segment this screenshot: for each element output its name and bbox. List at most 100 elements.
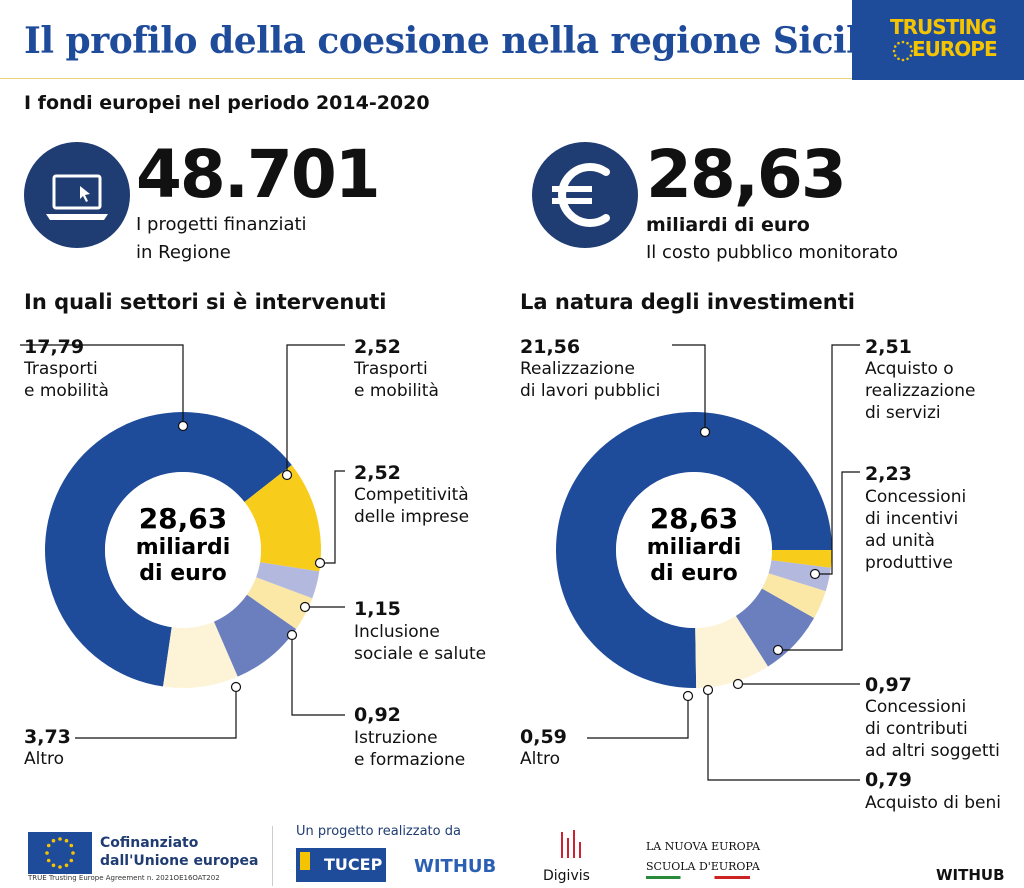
chart1-slice-0 bbox=[45, 412, 292, 687]
chart1-slice-5 bbox=[244, 465, 321, 572]
chart2-slice-3 bbox=[761, 573, 826, 619]
chart2-3-dot bbox=[732, 678, 744, 690]
chart1-label-2: Competitività delle imprese bbox=[354, 485, 470, 527]
chart2-5-leader bbox=[587, 696, 689, 739]
chart2-2-leader bbox=[778, 471, 860, 651]
chart2-0-dot bbox=[699, 426, 711, 438]
euro-icon bbox=[552, 163, 610, 227]
cost-value: 28,63 bbox=[646, 136, 847, 213]
chart2-value-4: 0,79 bbox=[865, 769, 912, 791]
chart1-1-leader bbox=[286, 344, 345, 475]
chart1-5-dot bbox=[230, 681, 242, 693]
chart1-value-3: 1,15 bbox=[354, 598, 401, 620]
chart2-label-5: Altro bbox=[520, 749, 561, 769]
scuola-europa-logo: SCUOLA D'EUROPA bbox=[646, 860, 760, 873]
chart2-value-2: 2,23 bbox=[865, 463, 912, 485]
chart2-value-5: 0,59 bbox=[520, 726, 567, 748]
agreement-text: TRUE Trusting Europe Agreement n. 2021OE… bbox=[28, 874, 220, 882]
chart1-3-dot bbox=[299, 601, 311, 613]
euro-icon-circle bbox=[532, 142, 638, 248]
projects-label-1: I progetti finanziati bbox=[136, 214, 307, 235]
chart1-slice-2 bbox=[213, 594, 297, 677]
chart2-center-label-2: di euro bbox=[650, 561, 738, 586]
brand-line-1: TRUSTING bbox=[890, 15, 997, 39]
subtitle: I fondi europei nel periodo 2014-2020 bbox=[24, 92, 430, 114]
chart2-value-3: 0,97 bbox=[865, 674, 912, 696]
chart1-center-label-2: di euro bbox=[139, 561, 227, 586]
chart1-0-dot bbox=[177, 420, 189, 432]
chart2-label-0: Realizzazione di lavori pubblici bbox=[520, 359, 661, 401]
chart2-label-3: Concessioni di contributi ad altri sogge… bbox=[865, 697, 1000, 761]
title-divider bbox=[0, 78, 852, 79]
laptop-icon-circle bbox=[24, 142, 130, 248]
chart2-center-label-1: miliardi bbox=[647, 535, 742, 560]
withub-logo: WITHUB bbox=[414, 856, 497, 877]
chart1-4-dot bbox=[286, 629, 298, 641]
chart1-center-label-0: 28,63 bbox=[139, 502, 228, 535]
chart1-value-5: 3,73 bbox=[24, 726, 71, 748]
chart1-label-0: Trasporti e mobilità bbox=[24, 359, 109, 401]
chart2-slice-0 bbox=[556, 412, 832, 688]
chart1-1-dot bbox=[281, 469, 293, 481]
tucep-mark-icon bbox=[300, 852, 318, 870]
chart2-1-leader bbox=[815, 344, 860, 575]
chart2-slice-2 bbox=[735, 588, 815, 667]
chart1-value-4: 0,92 bbox=[354, 704, 401, 726]
chart1-4-leader bbox=[291, 635, 345, 716]
chart1-slice-4 bbox=[256, 562, 320, 599]
eu-stars-icon bbox=[892, 40, 914, 62]
brand-line-2: EUROPE bbox=[912, 37, 998, 61]
chart2-5-dot bbox=[682, 690, 694, 702]
laptop-icon bbox=[46, 174, 108, 220]
chart2-title: La natura degli investimenti bbox=[520, 290, 855, 314]
brand-logo-text: TRUSTING EUROPE bbox=[890, 15, 998, 61]
digivis-mark-icon bbox=[561, 830, 581, 858]
chart1-value-2: 2,52 bbox=[354, 462, 401, 484]
chart1-slice-3 bbox=[246, 577, 313, 630]
chart2-slice-5 bbox=[771, 550, 832, 568]
chart1-5-leader bbox=[75, 687, 237, 739]
cost-label: Il costo pubblico monitorato bbox=[646, 242, 898, 263]
tucep-logo: TUCEP bbox=[296, 848, 386, 882]
chart2-label-2: Concessioni di incentivi ad unità produt… bbox=[865, 487, 967, 573]
cost-unit: miliardi di euro bbox=[646, 214, 810, 236]
chart1-title: In quali settori si è intervenuti bbox=[24, 290, 387, 314]
chart1-label-4: Istruzione e formazione bbox=[354, 728, 466, 770]
chart1-hole bbox=[105, 472, 261, 628]
chart2-0-leader bbox=[672, 344, 706, 432]
project-by-text: Un progetto realizzato da bbox=[296, 824, 461, 839]
chart1-slice-1 bbox=[163, 621, 238, 688]
chart1-label-5: Altro bbox=[24, 749, 65, 769]
chart1-0-leader bbox=[20, 344, 184, 426]
chart2-slice-1 bbox=[695, 615, 769, 688]
brand-logo: TRUSTING EUROPE bbox=[852, 0, 1024, 80]
chart2-4-leader bbox=[707, 690, 860, 781]
projects-label-2: in Regione bbox=[136, 242, 231, 263]
italian-flag-stripe bbox=[646, 876, 750, 879]
chart1-2-leader bbox=[320, 470, 345, 564]
digivis-logo: Digivis bbox=[543, 868, 590, 884]
chart2-2-dot bbox=[772, 644, 784, 656]
chart2-1-dot bbox=[809, 568, 821, 580]
chart2-hole bbox=[616, 472, 772, 628]
withub-footer-logo: WITHUB bbox=[936, 866, 1005, 884]
cofinanced-text: Cofinanziato dall'Unione europea bbox=[100, 835, 259, 869]
chart2-label-4: Acquisto di beni bbox=[865, 793, 1001, 813]
chart2-label-1: Acquisto o realizzazione di servizi bbox=[865, 359, 976, 423]
chart2-center-label-0: 28,63 bbox=[650, 502, 739, 535]
footer-divider bbox=[272, 826, 273, 886]
chart2-4-dot bbox=[702, 684, 714, 696]
chart1-2-dot bbox=[314, 557, 326, 569]
chart1-value-1: 2,52 bbox=[354, 336, 401, 358]
nuova-europa-logo: LA NUOVA EUROPA bbox=[646, 840, 761, 853]
chart1-label-1: Trasporti e mobilità bbox=[354, 359, 439, 401]
projects-count: 48.701 bbox=[136, 136, 381, 213]
tucep-logo-text: TUCEP bbox=[324, 855, 383, 874]
eu-flag-icon bbox=[28, 832, 92, 874]
chart1-value-0: 17,79 bbox=[24, 336, 85, 358]
page-title: Il profilo della coesione nella regione … bbox=[24, 20, 896, 62]
chart2-slice-4 bbox=[768, 560, 831, 592]
chart1-center-label-1: miliardi bbox=[136, 535, 231, 560]
